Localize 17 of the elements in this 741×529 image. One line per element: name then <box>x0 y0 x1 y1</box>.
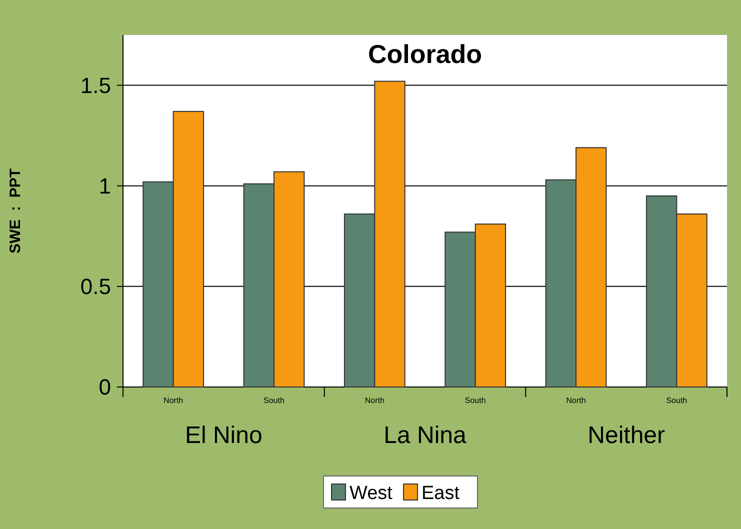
y-tick-label: 0 <box>98 374 111 400</box>
x-tick-label: North <box>566 396 586 405</box>
x-tick-label: South <box>666 396 688 405</box>
y-axis-title: SWE : PPT <box>7 168 24 254</box>
y-tick-label: 0.5 <box>80 274 111 300</box>
y-tick-label: 1.5 <box>80 72 111 98</box>
chart-title: Colorado <box>368 39 482 69</box>
x-tick-label: South <box>464 396 486 405</box>
x-tick-label: North <box>364 396 384 405</box>
text: Neither <box>588 422 666 449</box>
legend-label: East <box>422 483 460 504</box>
text: La Nina <box>384 422 468 449</box>
x-tick-label: South <box>264 396 284 405</box>
x-tick-label: North <box>164 396 184 405</box>
text: El Nino <box>184 422 262 449</box>
legend-label: West <box>350 483 394 504</box>
y-tick-label: 1 <box>98 174 111 199</box>
